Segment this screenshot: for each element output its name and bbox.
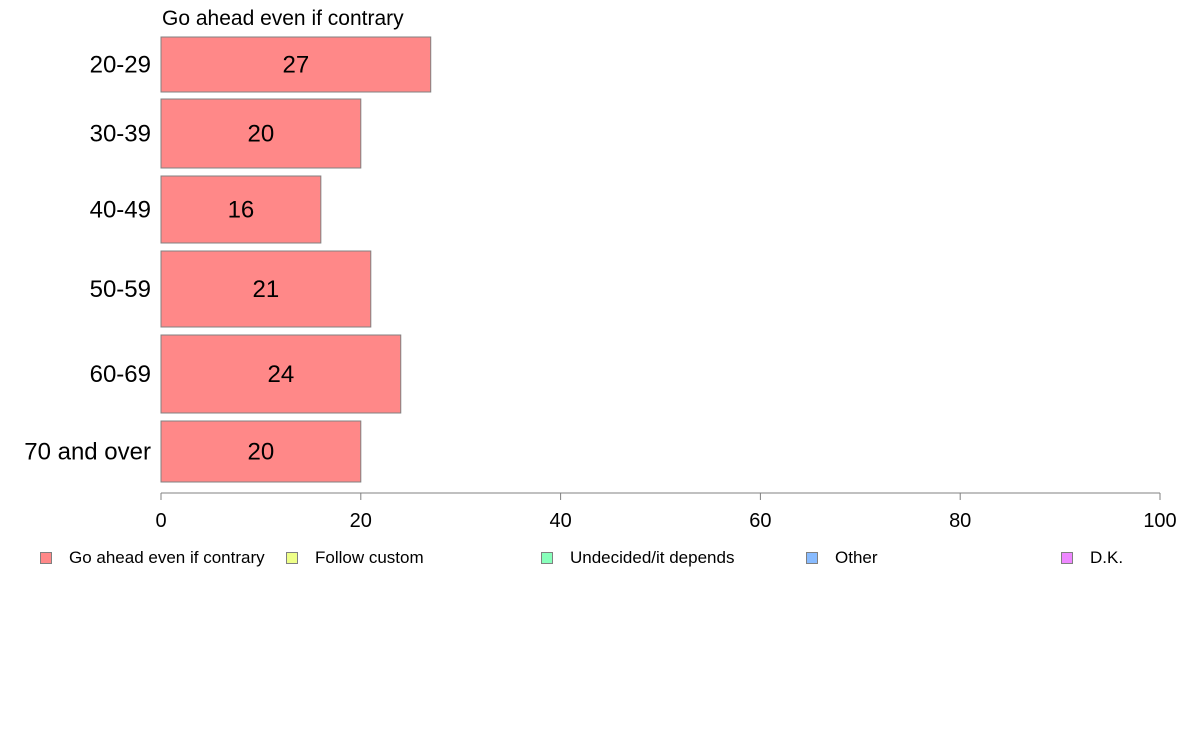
legend-label: Follow custom [315, 548, 424, 567]
legend-swatch [40, 552, 52, 564]
bar-6 [160, 420, 362, 483]
legend-label: Other [835, 548, 878, 567]
legend-item: Other [806, 548, 878, 568]
legend: Go ahead even if contrary Follow custom Un… [40, 548, 1180, 568]
bar-3 [160, 175, 322, 244]
category-label: 50-59 [90, 276, 151, 303]
bars-layer: 27 20-29 20 30-39 16 40-49 21 50-59 24 60-69 20 70 … [24, 36, 432, 483]
x-tick-label: 20 [350, 510, 372, 532]
category-label: 30-39 [90, 121, 151, 148]
legend-swatch [1061, 552, 1073, 564]
bar-value-label: 24 [268, 361, 295, 388]
legend-item: Follow custom [286, 548, 424, 568]
category-label: 40-49 [90, 197, 151, 224]
legend-label: Go ahead even if contrary [69, 548, 265, 567]
legend-item: Undecided/it depends [541, 548, 734, 568]
bar-5 [160, 334, 402, 414]
x-tick-label: 100 [1143, 510, 1176, 532]
legend-item: Go ahead even if contrary [40, 548, 265, 568]
bar-value-label: 21 [253, 276, 280, 303]
x-tick-label: 80 [949, 510, 971, 532]
bar-2 [160, 98, 362, 169]
bar-value-label: 27 [283, 52, 310, 79]
category-label: 60-69 [90, 361, 151, 388]
category-label: 20-29 [90, 52, 151, 79]
bar-1 [160, 36, 432, 93]
legend-item: D.K. [1061, 548, 1123, 568]
bar-value-label: 16 [228, 197, 255, 224]
x-tick-label: 40 [549, 510, 571, 532]
bar-value-label: 20 [248, 121, 275, 148]
x-tick-label: 60 [749, 510, 771, 532]
category-label: 70 and over [24, 439, 151, 466]
chart-title: Go ahead even if contrary [162, 7, 404, 30]
x-tick-label: 0 [155, 510, 166, 532]
bar-4 [160, 250, 372, 328]
legend-label: D.K. [1090, 548, 1124, 567]
legend-swatch [541, 552, 553, 564]
legend-swatch [286, 552, 298, 564]
x-axis: 0 20 40 60 80 100 [155, 492, 1177, 532]
legend-label: Undecided/it depends [570, 548, 735, 567]
legend-swatch [806, 552, 818, 564]
bar-value-label: 20 [248, 439, 275, 466]
